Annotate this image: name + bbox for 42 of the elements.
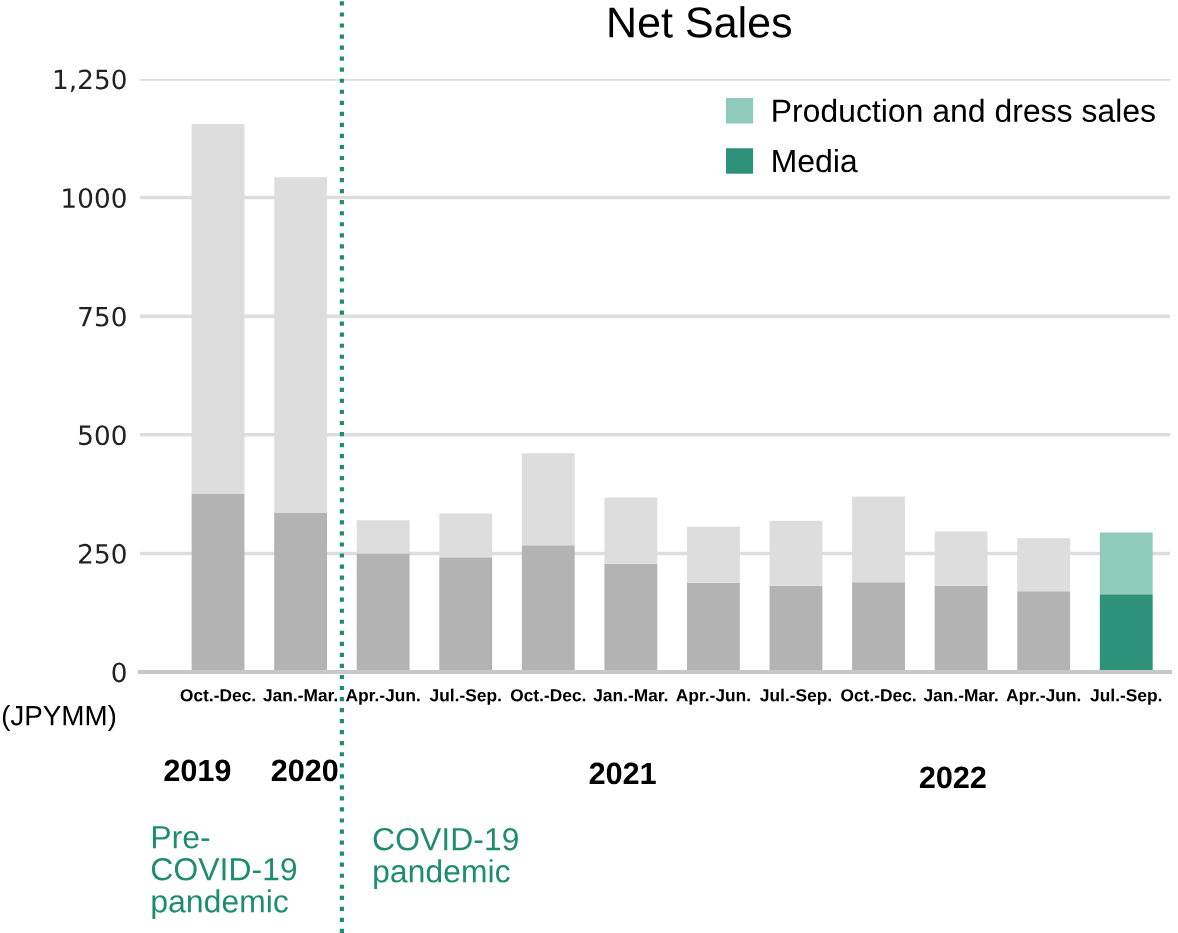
bar	[521, 545, 575, 672]
x-tick-label: Jan.-Mar.	[923, 689, 998, 702]
bar	[521, 453, 575, 546]
bar	[191, 494, 245, 672]
x-tick-label: Apr.-Jun.	[345, 689, 420, 705]
y-tick-label: 1000	[63, 188, 126, 208]
bar	[769, 585, 823, 672]
legend-label: Media	[773, 148, 858, 173]
x-tick-label: Apr.-Jun.	[676, 689, 750, 705]
bar	[1017, 591, 1071, 672]
x-tick-label: Oct.-Dec.	[180, 689, 255, 702]
bar	[604, 563, 658, 672]
x-tick-label: Jul.-Sep.	[760, 688, 831, 705]
bar	[1099, 594, 1153, 672]
bar	[274, 513, 328, 672]
y-tick-label: 750	[79, 306, 126, 327]
x-tick-label: Jan.-Mar.	[263, 689, 338, 702]
legend-label: Production and dress sales	[773, 98, 1155, 123]
x-tick-label: Jan.-Mar.	[593, 689, 668, 702]
text: Pre- COVID-19 pandemic	[151, 826, 297, 919]
y-tick-label: 250	[79, 543, 126, 564]
bar	[356, 553, 410, 672]
x-tick-label: Jul.-Sep.	[1090, 688, 1162, 705]
y-tick-label: 1,250	[54, 69, 126, 93]
y-axis-title: (JPYMM)	[2, 705, 116, 731]
text: COVID-19 pandemic	[373, 827, 518, 889]
text: 2022	[919, 766, 986, 789]
x-tick-label: Apr.-Jun.	[1006, 689, 1081, 705]
bar	[1099, 532, 1153, 595]
text: 2021	[589, 762, 656, 785]
bar	[686, 582, 740, 672]
bar	[934, 585, 988, 672]
text: 2020	[271, 759, 338, 782]
x-tick-label: Oct.-Dec.	[510, 689, 586, 702]
y-tick-label: 0	[112, 662, 126, 683]
bar	[852, 582, 905, 672]
chart-title: Net Sales	[609, 6, 792, 38]
text: 2019	[164, 759, 231, 782]
x-tick-label: Oct.-Dec.	[841, 689, 916, 702]
y-tick-label: 500	[79, 425, 126, 446]
x-tick-label: Jul.-Sep.	[429, 688, 501, 705]
bar	[439, 557, 493, 672]
